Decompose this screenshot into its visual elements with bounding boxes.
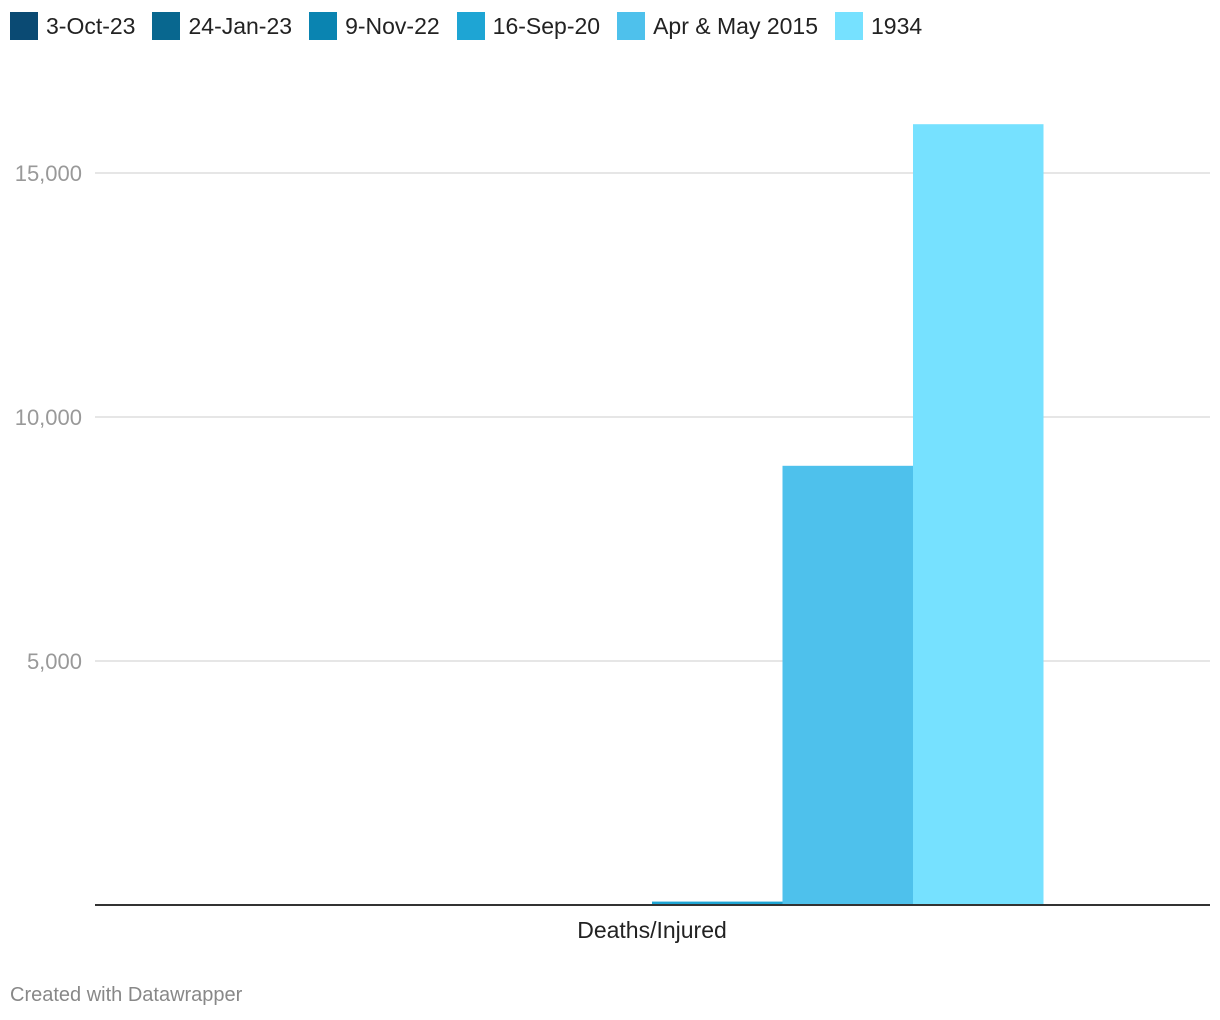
legend-swatch — [10, 12, 38, 40]
footer-credit: Created with Datawrapper — [10, 984, 243, 1006]
legend-item: Apr & May 2015 — [617, 12, 818, 40]
legend-swatch — [152, 12, 181, 40]
bars-layer — [652, 124, 1044, 905]
y-tick-label: 15,000 — [15, 161, 82, 186]
legend-item: 16-Sep-20 — [456, 12, 601, 40]
legend-item: 3-Oct-23 — [10, 12, 135, 40]
legend-swatch — [456, 12, 485, 40]
chart-legend: 3-Oct-23 24-Jan-23 9-Nov-22 16-Sep-20 Apr & … — [10, 10, 939, 42]
axis-layer: Deaths/Injured — [95, 904, 1210, 943]
legend-label: 3-Oct-23 — [46, 12, 136, 39]
legend-label: 1934 — [871, 12, 923, 39]
x-category-label: Deaths/Injured — [577, 917, 727, 943]
legend-label: Apr & May 2015 — [653, 12, 819, 39]
y-tick-label: 5,000 — [27, 649, 82, 674]
legend-label: 16-Sep-20 — [492, 12, 601, 39]
legend-item: 24-Jan-23 — [152, 12, 292, 40]
y-tick-label: 10,000 — [15, 405, 82, 430]
legend-swatch — [835, 12, 864, 40]
legend-label: 9-Nov-22 — [345, 12, 440, 39]
legend-item: 9-Nov-22 — [309, 12, 440, 40]
legend-label: 24-Jan-23 — [188, 12, 293, 39]
legend-swatch — [309, 12, 338, 40]
bar — [782, 465, 913, 905]
bar — [652, 901, 783, 905]
bar — [913, 124, 1044, 905]
legend-swatch — [617, 12, 646, 40]
legend-item: 1934 — [835, 12, 922, 40]
